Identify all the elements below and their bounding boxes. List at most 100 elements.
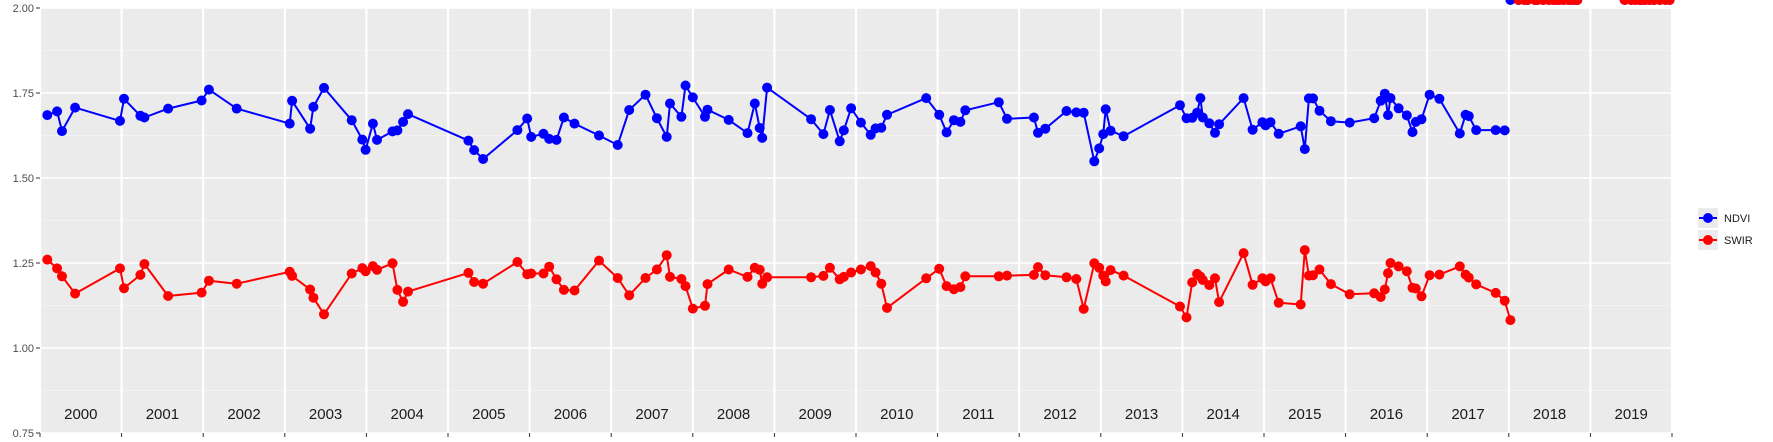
data-point-swir	[1071, 274, 1082, 284]
data-point-swir	[1265, 273, 1276, 284]
data-point-ndvi	[398, 116, 409, 127]
data-point-swir	[1175, 301, 1185, 312]
data-point-ndvi	[723, 114, 734, 125]
data-point-ndvi	[1416, 114, 1427, 125]
year-label: 2010	[880, 406, 913, 423]
data-point-ndvi	[640, 89, 651, 100]
data-point-ndvi	[1471, 125, 1482, 136]
data-point-swir	[526, 268, 537, 279]
data-point-swir	[469, 277, 480, 287]
year-label: 2015	[1288, 406, 1321, 423]
data-point-ndvi	[1210, 127, 1220, 138]
year-label: 2003	[309, 406, 342, 423]
y-tick-label: 1.50	[13, 173, 34, 185]
data-point-swir	[1105, 265, 1116, 276]
data-point-swir	[700, 300, 710, 311]
data-point-swir	[392, 284, 403, 295]
data-point-ndvi	[594, 130, 604, 141]
data-point-swir	[403, 286, 413, 297]
data-point-swir	[119, 283, 129, 294]
data-point-ndvi	[680, 80, 691, 91]
data-point-ndvi	[1314, 105, 1325, 116]
data-point-ndvi	[661, 131, 672, 142]
data-point-ndvi	[1238, 93, 1249, 104]
data-point-swir	[1033, 262, 1043, 273]
data-point-ndvi	[612, 140, 623, 150]
data-point-ndvi	[1214, 119, 1225, 130]
data-point-ndvi	[1040, 123, 1051, 134]
data-point-ndvi	[1078, 107, 1089, 118]
data-point-swir	[680, 281, 691, 292]
data-point-ndvi	[526, 131, 537, 142]
data-point-ndvi	[882, 109, 892, 120]
data-point-swir	[870, 267, 881, 278]
y-tick-label: 0.75	[13, 428, 34, 440]
data-point-ndvi	[806, 114, 817, 125]
data-point-swir	[1061, 272, 1072, 283]
data-point-swir	[231, 278, 242, 289]
data-point-swir	[360, 266, 371, 277]
data-point-swir	[762, 272, 773, 283]
data-point-swir	[1379, 284, 1390, 295]
data-point-swir	[1499, 295, 1510, 306]
data-point-swir	[305, 284, 316, 295]
legend-item-ndvi: NDVI	[1698, 208, 1750, 228]
data-point-ndvi	[1105, 125, 1116, 136]
data-point-swir	[594, 255, 604, 266]
data-point-ndvi	[1434, 93, 1445, 104]
data-point-swir	[463, 267, 474, 278]
year-label: 2013	[1125, 406, 1158, 423]
data-point-ndvi	[522, 113, 533, 124]
data-point-ndvi	[512, 125, 523, 136]
data-point-swir	[1040, 270, 1051, 281]
data-point-ndvi	[1407, 127, 1418, 138]
year-label: 2006	[554, 406, 587, 423]
data-point-swir	[1664, 0, 1675, 5]
year-label: 2014	[1207, 406, 1240, 423]
data-point-swir	[42, 254, 53, 265]
data-point-swir	[1238, 248, 1249, 259]
data-point-swir	[1295, 299, 1306, 310]
data-point-swir	[742, 271, 753, 282]
data-point-swir	[1416, 291, 1427, 302]
data-point-swir	[1344, 289, 1355, 300]
data-point-swir	[203, 275, 214, 286]
y-tick-label: 1.75	[13, 88, 34, 100]
year-label: 2016	[1370, 406, 1403, 423]
data-point-ndvi	[1094, 143, 1105, 154]
y-tick-label: 1.00	[13, 343, 34, 355]
year-label: 2008	[717, 406, 750, 423]
data-point-swir	[1078, 303, 1089, 314]
data-point-swir	[1210, 273, 1220, 284]
data-point-ndvi	[855, 117, 866, 128]
data-point-ndvi	[754, 123, 765, 133]
data-point-ndvi	[1393, 103, 1404, 114]
data-point-ndvi	[846, 103, 857, 114]
data-point-swir	[196, 287, 207, 298]
data-point-ndvi	[203, 84, 214, 95]
data-point-ndvi	[1308, 93, 1318, 104]
data-point-swir	[921, 273, 932, 284]
data-point-swir	[1434, 269, 1445, 280]
data-point-swir	[876, 278, 887, 289]
data-point-ndvi	[196, 95, 207, 106]
data-point-ndvi	[876, 122, 887, 133]
data-point-ndvi	[1463, 111, 1474, 122]
data-point-ndvi	[993, 97, 1004, 108]
data-point-ndvi	[742, 128, 753, 139]
data-point-swir	[934, 263, 945, 274]
data-point-swir	[1410, 283, 1421, 294]
data-point-swir	[855, 264, 866, 275]
data-point-swir	[1471, 279, 1482, 290]
data-point-ndvi	[70, 102, 81, 113]
data-point-ndvi	[57, 126, 67, 137]
data-point-ndvi	[1118, 131, 1129, 142]
data-point-ndvi	[624, 105, 635, 115]
year-label: 2002	[227, 406, 260, 423]
data-point-ndvi	[551, 134, 562, 145]
legend: NDVI SWIR	[1698, 208, 1753, 250]
data-point-swir	[687, 303, 698, 314]
data-point-ndvi	[1490, 125, 1501, 136]
year-label: 2001	[146, 406, 179, 423]
